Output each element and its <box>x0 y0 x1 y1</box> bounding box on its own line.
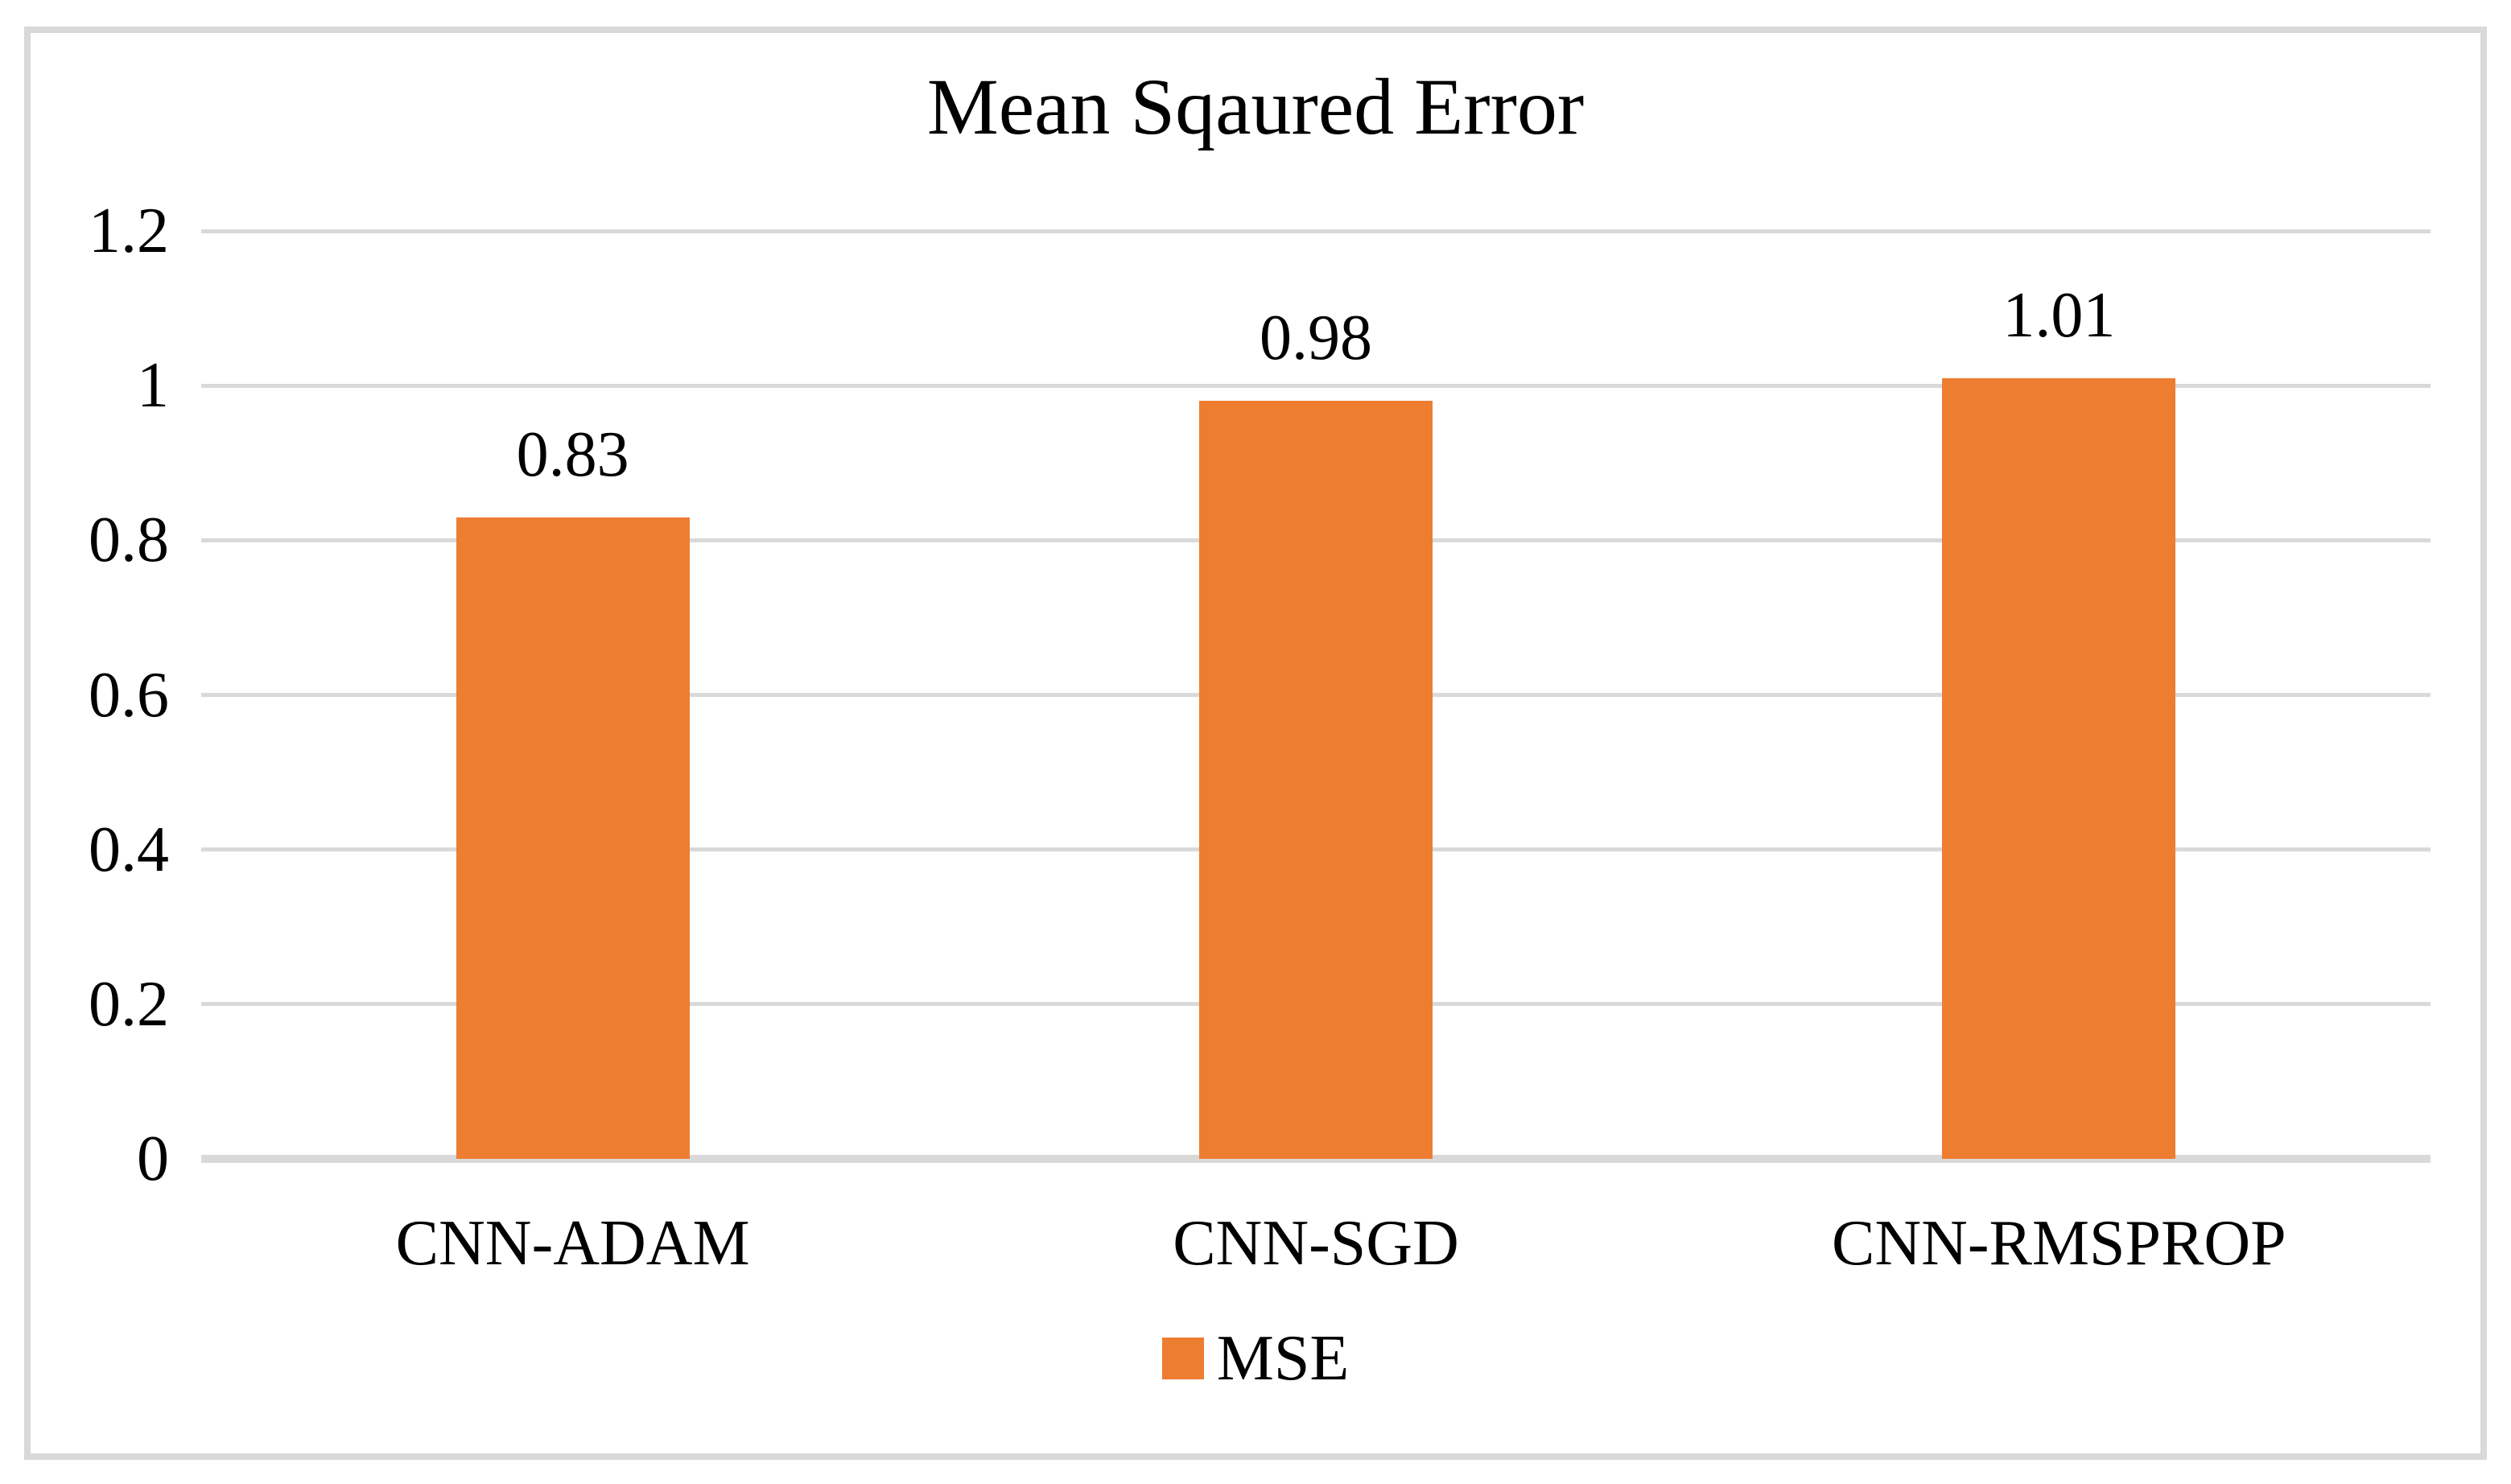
x-axis-line <box>201 1155 2431 1163</box>
chart-title: Mean Sqaured Error <box>926 62 1585 151</box>
y-tick-label-1.2: 1.2 <box>89 196 169 266</box>
gridline-1 <box>201 383 2431 388</box>
y-tick-label-0.4: 0.4 <box>89 814 169 885</box>
gridline-1.2 <box>201 229 2431 233</box>
data-label-cnn-adam: 0.83 <box>516 418 629 490</box>
x-label-cnn-rmsprop: CNN-RMSPROP <box>1831 1208 2286 1279</box>
y-tick-label-0.6: 0.6 <box>89 659 169 731</box>
x-label-cnn-adam: CNN-ADAM <box>395 1208 750 1279</box>
data-label-cnn-sgd: 0.98 <box>1260 303 1372 374</box>
y-axis: 0 0.2 0.4 0.6 0.8 1 1.2 <box>32 199 169 1191</box>
x-label-cnn-sgd: CNN-SGD <box>1173 1208 1459 1279</box>
y-tick-label-0: 0 <box>137 1123 169 1194</box>
plot-area: 0.83 0.98 1.01 <box>201 229 2431 1163</box>
y-tick-label-0.8: 0.8 <box>89 505 169 576</box>
y-tick-label-1: 1 <box>137 350 169 422</box>
x-axis-labels: CNN-ADAM CNN-SGD CNN-RMSPROP <box>201 1211 2431 1276</box>
bar-cnn-sgd <box>1199 401 1433 1159</box>
bar-cnn-rmsprop <box>1942 377 2176 1159</box>
bar-cnn-adam <box>456 517 690 1159</box>
legend-swatch-mse <box>1161 1338 1204 1379</box>
legend: MSE <box>0 1326 2511 1391</box>
data-label-cnn-rmsprop: 1.01 <box>2002 279 2116 351</box>
y-tick-label-0.2: 0.2 <box>89 968 169 1040</box>
legend-label-mse: MSE <box>1216 1323 1350 1394</box>
